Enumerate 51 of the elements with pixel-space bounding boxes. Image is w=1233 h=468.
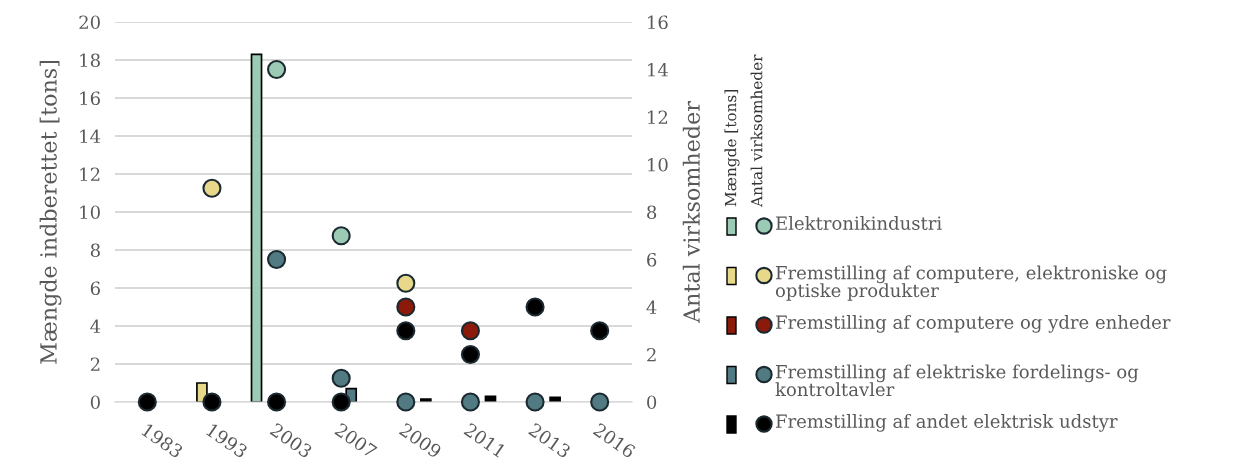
legend-label: Elektronikindustri	[776, 216, 942, 230]
y-tick-label: 12	[80, 167, 100, 181]
point	[331, 392, 351, 412]
y2-tick-label: 6	[647, 252, 657, 267]
point	[525, 392, 545, 412]
point	[331, 226, 351, 246]
point	[396, 392, 416, 412]
y-tick-label: 16	[80, 91, 100, 106]
y-tick-label: 18	[80, 53, 100, 68]
y-tick-label: 6	[90, 281, 100, 296]
point	[202, 392, 222, 412]
point	[267, 59, 287, 80]
bar	[549, 396, 561, 402]
y-tick-label: 4	[90, 319, 101, 333]
y-axis-title: Mængde indberettet [tons]	[39, 61, 62, 364]
point	[267, 249, 287, 270]
y-tick-label: 0	[90, 395, 100, 410]
point	[137, 392, 157, 412]
point	[590, 321, 610, 341]
y2-tick-label: 14	[648, 62, 668, 77]
point	[460, 321, 480, 341]
y2-tick-label: 0	[647, 395, 657, 410]
y-tick-label: 10	[80, 205, 100, 220]
y2-tick-label: 16	[648, 15, 668, 30]
y2-tick-label: 12	[648, 110, 668, 124]
y2-tick-label: 4	[646, 300, 657, 314]
y2-axis-title: Antal virksomheder	[682, 101, 700, 324]
text: Antal virksomheder	[750, 54, 763, 208]
bar	[250, 53, 263, 402]
y-tick-label: 20	[79, 15, 100, 30]
y2-tick-label: 8	[647, 205, 657, 220]
point	[396, 273, 416, 293]
text: Mængde [tons]	[724, 90, 740, 207]
legend-label: Fremstilling af computere, elektroniske og optiske produkter	[775, 265, 1167, 301]
point	[331, 368, 351, 388]
legend-label: Fremstilling af andet elektrisk udstyr	[776, 414, 1118, 432]
point	[460, 392, 480, 412]
point	[396, 297, 416, 317]
y-tick-label: 14	[80, 129, 101, 143]
point	[396, 321, 416, 341]
y2-tick-label: 10	[648, 157, 668, 172]
legend-label: Fremstilling af elektriske fordelings- og kontroltavler	[775, 364, 1139, 397]
point	[460, 344, 480, 365]
legend-label: Fremstilling af computere og ydre enheder	[776, 315, 1171, 333]
y2-tick-label: 2	[647, 347, 656, 362]
point	[202, 178, 222, 198]
point	[267, 392, 287, 412]
y-tick-label: 8	[90, 243, 100, 258]
point	[590, 392, 610, 412]
point	[525, 297, 545, 317]
y-tick-label: 2	[90, 357, 100, 371]
